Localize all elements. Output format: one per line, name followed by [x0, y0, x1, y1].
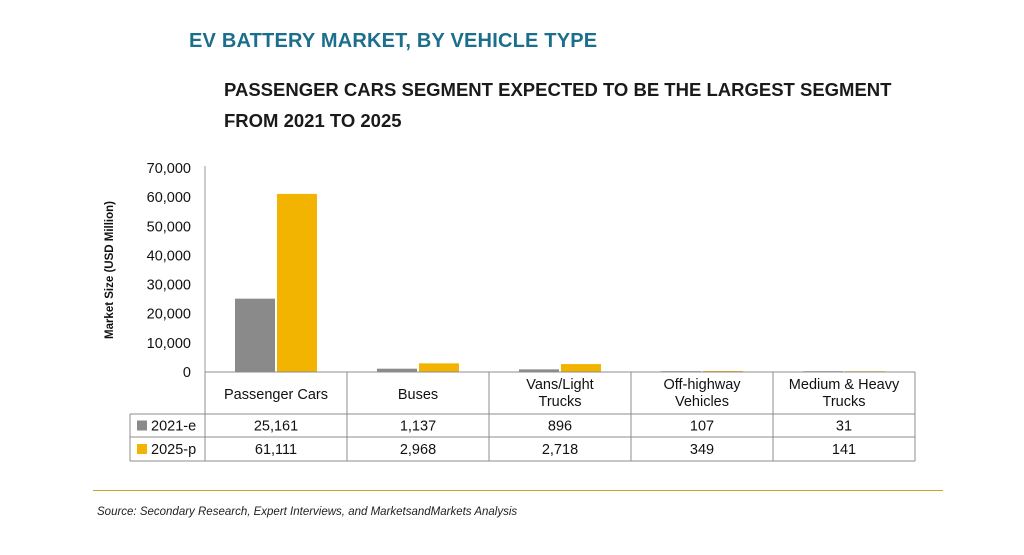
y-tick-label: 70,000: [147, 161, 191, 177]
y-tick-label: 50,000: [147, 219, 191, 235]
y-tick-label: 30,000: [147, 278, 191, 294]
chart-title: EV BATTERY MARKET, BY VEHICLE TYPE: [189, 30, 598, 52]
legend-label-2021-e: 2021-e: [151, 419, 196, 435]
data-label-2025-p-2: 2,718: [542, 442, 578, 458]
y-tick-label: 20,000: [147, 307, 191, 323]
y-tick-label: 10,000: [147, 336, 191, 352]
y-axis-label: Market Size (USD Million): [104, 201, 116, 339]
bar-2021-e-1: [377, 368, 417, 372]
bar-2021-e-0: [235, 298, 275, 372]
legend-label-2025-p: 2025-p: [151, 442, 196, 458]
category-label: Buses: [398, 387, 438, 403]
category-label: Passenger Cars: [224, 387, 328, 403]
category-label: Off-highway: [663, 377, 741, 393]
bar-2021-e-2: [519, 369, 559, 372]
category-label: Trucks: [823, 394, 866, 410]
legend-swatch-2025-p: [137, 444, 147, 454]
bar-2025-p-0: [277, 193, 317, 372]
subtitle-line-1: PASSENGER CARS SEGMENT EXPECTED TO BE TH…: [224, 79, 892, 100]
category-label: Vehicles: [675, 394, 729, 410]
y-tick-label: 40,000: [147, 248, 191, 264]
category-label: Medium & Heavy: [789, 377, 900, 393]
data-label-2025-p-4: 141: [832, 442, 856, 458]
data-label-2025-p-1: 2,968: [400, 442, 436, 458]
data-label-2021-e-3: 107: [690, 419, 714, 435]
data-label-2025-p-3: 349: [690, 442, 714, 458]
category-label: Vans/Light: [526, 377, 593, 393]
bar-2025-p-1: [419, 363, 459, 372]
subtitle-line-2: FROM 2021 TO 2025: [224, 110, 402, 131]
source-note: Source: Secondary Research, Expert Inter…: [97, 506, 518, 518]
bar-2025-p-3: [703, 370, 743, 372]
category-label: Trucks: [539, 394, 582, 410]
data-label-2025-p-0: 61,111: [255, 442, 297, 458]
y-tick-label: 60,000: [147, 190, 191, 206]
bar-2025-p-2: [561, 364, 601, 372]
data-label-2021-e-2: 896: [548, 419, 572, 435]
chart-subtitle: PASSENGER CARS SEGMENT EXPECTED TO BE TH…: [224, 74, 891, 136]
data-label-2021-e-1: 1,137: [400, 419, 436, 435]
source-divider: [93, 490, 943, 491]
data-label-2021-e-4: 31: [836, 419, 852, 435]
y-tick-label: 0: [183, 365, 191, 381]
data-label-2021-e-0: 25,161: [254, 419, 298, 435]
legend-swatch-2021-e: [137, 420, 147, 431]
